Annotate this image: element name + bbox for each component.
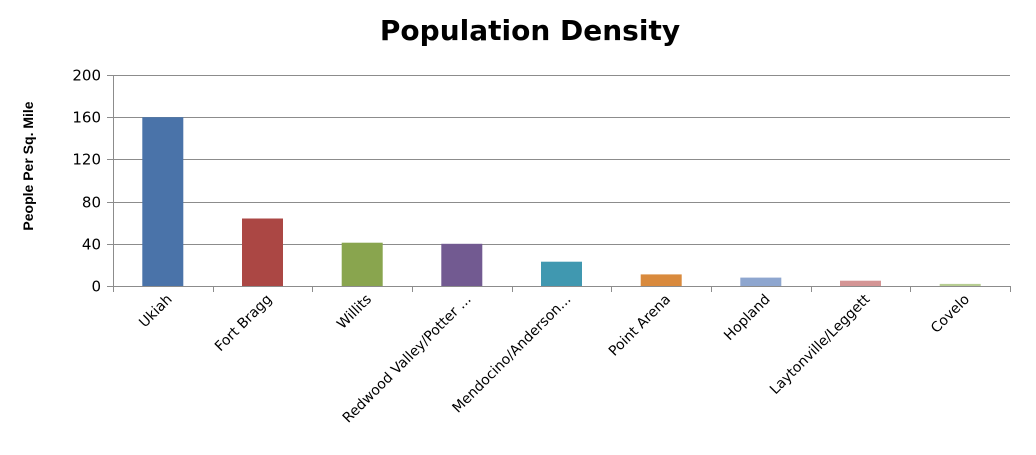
bars <box>142 117 981 286</box>
x-tick-label: Point Arena <box>606 292 674 360</box>
x-tick-label: Covelo <box>928 292 973 337</box>
bar <box>341 242 383 286</box>
y-tick-label: 120 <box>72 151 101 169</box>
x-tick-label: Laytonville/Leggett <box>767 291 874 398</box>
bar <box>740 277 782 286</box>
y-tick-label: 40 <box>82 236 101 254</box>
x-tick-label: Ukiah <box>136 292 175 331</box>
x-tick-label: Willits <box>334 292 375 333</box>
bar <box>541 261 582 286</box>
y-tick-label: 160 <box>72 109 101 127</box>
chart-title: Population Density <box>380 14 680 47</box>
bar <box>242 218 283 286</box>
x-tick-label: Fort Bragg <box>212 292 275 355</box>
bar <box>441 243 483 286</box>
axes <box>107 75 1011 292</box>
x-tick-label: Mendocino/Anderson... <box>449 292 574 417</box>
gridlines <box>113 75 1010 245</box>
y-tick-labels: 0 40 80 120 160 200 <box>72 67 101 296</box>
y-tick-label: 0 <box>91 278 101 296</box>
bar <box>939 283 981 286</box>
bar <box>142 117 184 286</box>
bar <box>840 280 881 286</box>
y-tick-label: 80 <box>82 194 101 212</box>
bar <box>640 274 682 286</box>
y-axis-label: People Per Sq. Mile <box>20 101 36 230</box>
x-tick-label: Hopland <box>721 292 773 344</box>
y-tick-label: 200 <box>72 67 101 85</box>
